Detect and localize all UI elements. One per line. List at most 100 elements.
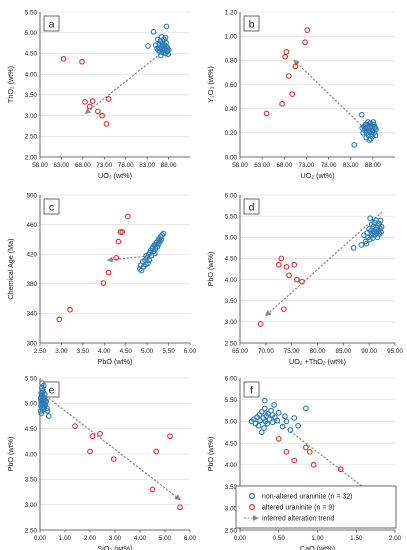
point-altered (304, 27, 311, 33)
point-non-altered (359, 125, 366, 131)
x-tick-label: 3.00 (55, 348, 68, 355)
point-non-altered (155, 240, 162, 247)
y-tick-label: 0.40 (225, 106, 238, 113)
point-altered (125, 213, 131, 220)
point-non-altered (364, 121, 370, 128)
x-tick-label: 1.00 (311, 535, 324, 542)
y-tick-label: 5.50 (225, 213, 238, 220)
point-altered (285, 73, 292, 79)
x-tick-label: 3.00 (109, 535, 122, 542)
y-tick-label: 4.00 (25, 71, 38, 78)
point-altered (278, 255, 285, 262)
x-axis-label: CaO (wt%) (300, 544, 335, 550)
point-altered (283, 264, 290, 270)
panel-a: 2.00 2.50 3.00 3.50 4.00 4.50 5.00 5.50 58.00 63.… (6, 9, 190, 180)
point-non-altered (38, 392, 45, 399)
x-tick-label: 58.00 (32, 162, 48, 169)
y-tick-label: 5.50 (25, 9, 38, 16)
point-altered (89, 433, 96, 440)
x-tick-label: 78.00 (118, 162, 134, 169)
point-non-altered (154, 243, 161, 250)
point-altered (105, 269, 112, 276)
legend-altered-label: altered uraninite (n = 9) (262, 505, 335, 512)
x-tick-label: 68.00 (276, 162, 292, 169)
trend-arrow (262, 410, 381, 501)
panel-letter-box (243, 198, 260, 215)
point-non-altered (358, 242, 365, 248)
point-non-altered (378, 223, 385, 230)
x-tick-label: 0.00 (234, 535, 247, 542)
y-tick-label: 5.50 (225, 397, 238, 404)
point-altered (95, 108, 101, 115)
y-tick-label: 420 (26, 252, 37, 259)
point-non-altered (266, 416, 273, 423)
point-non-altered (261, 425, 267, 431)
point-non-altered (365, 127, 372, 134)
x-tick-label: 65.00 (232, 348, 248, 355)
y-tick-label: 460 (26, 222, 37, 229)
x-tick-label: 3.50 (77, 348, 90, 355)
y-tick-label: 1.20 (225, 9, 238, 16)
point-non-altered (371, 123, 378, 130)
y-tick-label: 5.00 (225, 235, 238, 242)
point-non-altered (264, 420, 270, 427)
y-tick-label: 4.50 (25, 426, 38, 433)
point-altered (86, 103, 93, 110)
point-non-altered (258, 429, 265, 436)
point-non-altered (158, 52, 164, 59)
x-tick-label: 4.50 (120, 348, 133, 355)
y-tick-label: 4.00 (25, 451, 38, 458)
point-altered (149, 486, 156, 493)
point-non-altered (378, 229, 384, 236)
point-altered (60, 55, 67, 62)
point-altered (177, 504, 183, 511)
y-tick-label: 2.50 (225, 340, 238, 347)
panel-letter-box (243, 381, 260, 398)
x-tick-label: 4.00 (134, 535, 147, 542)
point-non-altered (287, 427, 294, 433)
point-altered (97, 430, 103, 437)
point-altered (67, 306, 73, 313)
point-non-altered (275, 409, 282, 416)
panel-b: 0.00 0.20 0.40 0.60 0.80 1.00 1.20 58.00 63.00 68… (206, 9, 395, 180)
point-non-altered (146, 257, 153, 263)
y-tick-label: 3.00 (25, 113, 38, 120)
x-axis-label: UO₂ (wt%) (98, 171, 132, 180)
legend-non-altered-marker (249, 493, 256, 500)
panel-letter: f (250, 385, 253, 397)
y-tick-label: 5.00 (225, 419, 238, 426)
y-axis-label: PbO (wt%) (6, 437, 15, 472)
x-tick-label: 83.00 (343, 162, 359, 169)
panel-letter-box (43, 198, 60, 215)
point-altered (310, 462, 317, 468)
point-altered (103, 121, 110, 127)
point-altered (72, 423, 78, 429)
point-non-altered (152, 250, 158, 257)
y-tick-label: 0.00 (225, 154, 238, 161)
panel-letter: e (49, 385, 55, 397)
point-altered (100, 280, 107, 286)
point-non-altered (358, 111, 365, 118)
trend-arrow (265, 211, 383, 317)
point-altered (306, 448, 313, 455)
point-altered (337, 466, 344, 473)
x-tick-label: 2.50 (34, 348, 47, 355)
y-tick-label: 3.50 (25, 477, 38, 484)
point-altered (302, 39, 308, 46)
y-tick-label: 300 (26, 340, 37, 347)
x-tick-label: 73.00 (299, 162, 315, 169)
point-non-altered (155, 36, 161, 43)
x-tick-label: 5.00 (141, 348, 154, 355)
point-non-altered (163, 23, 170, 30)
x-tick-label: 85.00 (335, 348, 351, 355)
point-altered (275, 435, 282, 442)
trend-arrow (84, 50, 164, 115)
point-altered (303, 444, 309, 451)
point-altered (79, 58, 85, 65)
x-tick-label: 63.00 (254, 162, 270, 169)
x-tick-label: 78.00 (321, 162, 337, 169)
x-tick-label: 6.00 (184, 535, 197, 542)
y-tick-label: 4.00 (225, 277, 238, 284)
x-tick-label: 1.00 (59, 535, 72, 542)
